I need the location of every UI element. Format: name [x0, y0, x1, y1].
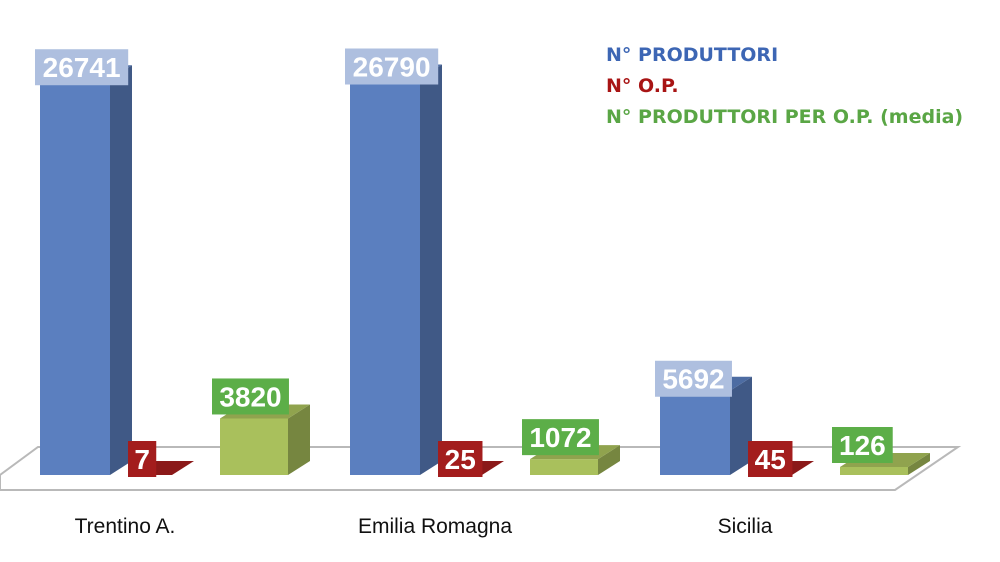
value-label-box — [832, 427, 893, 463]
value-label-box — [128, 441, 157, 477]
value-label-1-1: 26741 — [35, 49, 129, 86]
value-label-text: 26790 — [353, 51, 431, 82]
value-label-box — [438, 441, 483, 477]
value-label-box — [655, 360, 732, 397]
bar-front — [220, 418, 288, 475]
value-label-text: 1072 — [529, 422, 591, 453]
bar-front — [40, 79, 110, 475]
bar-front — [660, 390, 730, 475]
value-label-box — [522, 419, 599, 456]
legend-item-media: N° PRODUTTORI PER O.P. (media) — [606, 106, 964, 128]
value-label-box — [35, 49, 129, 86]
value-label-text: 5692 — [662, 364, 724, 395]
value-label-text: 126 — [839, 430, 886, 461]
bar-3-1 — [220, 404, 310, 475]
category-label-2: Emilia Romagna — [358, 515, 512, 538]
bar-1-1 — [40, 65, 132, 475]
value-label-1-2: 26790 — [345, 48, 439, 85]
value-label-2-2: 25 — [438, 441, 483, 477]
bar-side — [110, 65, 132, 475]
value-label-box — [748, 441, 793, 477]
value-label-text: 25 — [445, 444, 476, 475]
value-label-3-1: 3820 — [212, 378, 289, 415]
category-labels-group: Trentino A. Emilia Romagna Sicilia — [75, 515, 773, 538]
bar-side — [288, 404, 310, 475]
value-label-text: 3820 — [219, 381, 281, 412]
legend-item-produttori: N° PRODUTTORI — [606, 44, 779, 66]
legend: N° PRODUTTORI N° O.P. N° PRODUTTORI PER … — [606, 40, 963, 133]
value-label-box — [345, 48, 439, 85]
value-label-1-3: 5692 — [655, 360, 732, 397]
value-label-2-3: 45 — [748, 441, 793, 477]
bar-side — [908, 453, 930, 475]
bar-front — [840, 467, 908, 475]
value-label-text: 26741 — [43, 52, 121, 83]
value-label-box — [212, 378, 289, 415]
category-label-3: Sicilia — [718, 515, 773, 538]
bar-front — [350, 78, 420, 476]
value-label-text: 45 — [755, 444, 786, 475]
bar-1-2 — [350, 64, 442, 476]
bar-front — [530, 459, 598, 475]
bar-side — [598, 445, 620, 475]
bars-group — [40, 64, 930, 476]
value-label-2-1: 7 — [128, 441, 157, 477]
legend-item-op: N° O.P. — [606, 75, 679, 97]
value-label-text: 7 — [134, 444, 150, 475]
value-labels-group: 26741 7 3820 26790 25 1072 5692 45 126 — [35, 48, 893, 477]
bar-side — [420, 64, 442, 476]
value-label-3-2: 1072 — [522, 419, 599, 456]
category-label-1: Trentino A. — [75, 515, 176, 538]
bar-side — [730, 376, 752, 475]
value-label-3-3: 126 — [832, 427, 893, 463]
